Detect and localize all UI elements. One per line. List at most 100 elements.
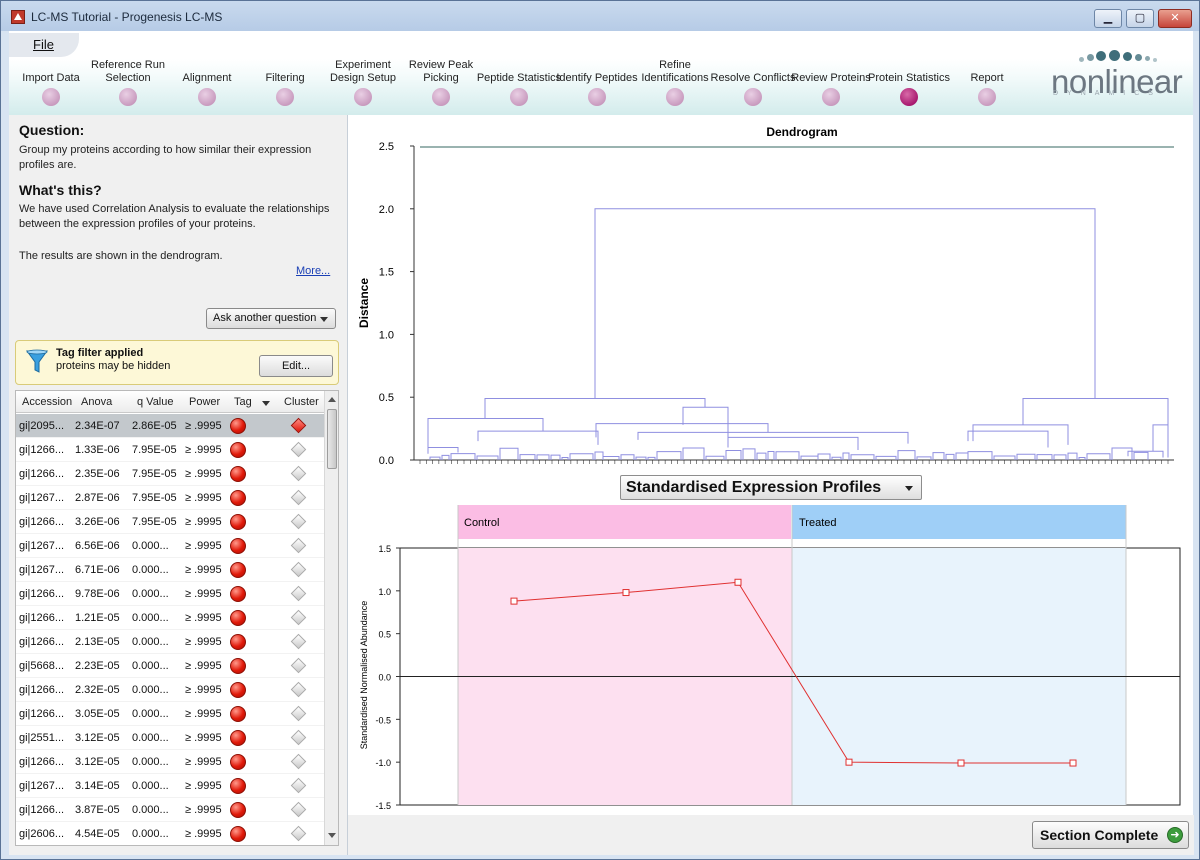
tag-red-icon[interactable] [230, 682, 246, 698]
workflow-step-dot-icon[interactable] [900, 88, 918, 106]
workflow-step[interactable]: Resolve Conflicts [708, 59, 798, 106]
minimize-button[interactable]: ▁ [1094, 9, 1122, 28]
cluster-diamond-icon[interactable] [290, 561, 307, 578]
workflow-step-dot-icon[interactable] [666, 88, 684, 106]
more-link[interactable]: More... [296, 265, 331, 277]
section-complete-button[interactable]: Section Complete ➜ [1032, 821, 1189, 849]
col-cluster[interactable]: Cluster [284, 396, 319, 408]
table-row[interactable]: gi|1266... 3.05E-05 0.000... ≥ .9995 [16, 702, 324, 726]
cluster-diamond-icon[interactable] [290, 417, 307, 434]
workflow-step[interactable]: Refine Identifications [630, 59, 720, 106]
cluster-diamond-icon[interactable] [290, 537, 307, 554]
tag-red-icon[interactable] [230, 466, 246, 482]
file-menu[interactable]: File [9, 33, 79, 57]
workflow-step[interactable]: Report [942, 59, 1032, 106]
col-power[interactable]: Power [189, 396, 221, 408]
table-row[interactable]: gi|1266... 2.32E-05 0.000... ≥ .9995 [16, 678, 324, 702]
workflow-step-dot-icon[interactable] [198, 88, 216, 106]
tag-sort-arrow-icon[interactable] [262, 401, 270, 406]
scroll-down-icon[interactable] [328, 833, 336, 838]
workflow-step-dot-icon[interactable] [119, 88, 137, 106]
tag-red-icon[interactable] [230, 826, 246, 842]
workflow-step-dot-icon[interactable] [822, 88, 840, 106]
cluster-diamond-icon[interactable] [290, 489, 307, 506]
workflow-step-dot-icon[interactable] [42, 88, 60, 106]
edit-tag-filter-button[interactable]: Edit... [259, 355, 333, 377]
scroll-thumb[interactable] [327, 409, 337, 469]
cluster-diamond-icon[interactable] [290, 585, 307, 602]
table-row[interactable]: gi|5668... 2.23E-05 0.000... ≥ .9995 [16, 654, 324, 678]
workflow-step[interactable]: Identify Peptides [552, 59, 642, 106]
cluster-diamond-icon[interactable] [290, 441, 307, 458]
tag-red-icon[interactable] [230, 514, 246, 530]
workflow-step[interactable]: Filtering [240, 59, 330, 106]
workflow-step-dot-icon[interactable] [588, 88, 606, 106]
tag-red-icon[interactable] [230, 538, 246, 554]
table-row[interactable]: gi|1266... 1.33E-06 7.95E-05 ≥ .9995 [16, 438, 324, 462]
table-row[interactable]: gi|1266... 2.35E-06 7.95E-05 ≥ .9995 [16, 462, 324, 486]
workflow-step[interactable]: Review Peak Picking [396, 59, 486, 106]
table-row[interactable]: gi|2606... 4.54E-05 0.000... ≥ .9995 [16, 822, 324, 845]
workflow-step-dot-icon[interactable] [744, 88, 762, 106]
table-row[interactable]: gi|1266... 1.21E-05 0.000... ≥ .9995 [16, 606, 324, 630]
table-row[interactable]: gi|1266... 3.26E-06 7.95E-05 ≥ .9995 [16, 510, 324, 534]
cluster-diamond-icon[interactable] [290, 705, 307, 722]
workflow-step-dot-icon[interactable] [432, 88, 450, 106]
tag-red-icon[interactable] [230, 730, 246, 746]
col-accession[interactable]: Accession [22, 396, 73, 408]
table-row[interactable]: gi|1266... 9.78E-06 0.000... ≥ .9995 [16, 582, 324, 606]
table-row[interactable]: gi|1267... 2.87E-06 7.95E-05 ≥ .9995 [16, 486, 324, 510]
table-row[interactable]: gi|1266... 3.87E-05 0.000... ≥ .9995 [16, 798, 324, 822]
table-row[interactable]: gi|1267... 6.71E-06 0.000... ≥ .9995 [16, 558, 324, 582]
cluster-diamond-icon[interactable] [290, 681, 307, 698]
workflow-step[interactable]: Import Data [6, 59, 96, 106]
cluster-diamond-icon[interactable] [290, 729, 307, 746]
cluster-diamond-icon[interactable] [290, 633, 307, 650]
table-row[interactable]: gi|2095... 2.34E-07 2.86E-05 ≥ .9995 [16, 414, 324, 438]
workflow-step[interactable]: Reference Run Selection [83, 59, 173, 106]
tag-red-icon[interactable] [230, 418, 246, 434]
cluster-diamond-icon[interactable] [290, 513, 307, 530]
tag-red-icon[interactable] [230, 490, 246, 506]
table-scrollbar[interactable] [324, 391, 338, 845]
tag-red-icon[interactable] [230, 754, 246, 770]
tag-red-icon[interactable] [230, 442, 246, 458]
table-row[interactable]: gi|1266... 2.13E-05 0.000... ≥ .9995 [16, 630, 324, 654]
close-button[interactable]: ✕ [1158, 9, 1192, 28]
workflow-step[interactable]: Protein Statistics [864, 59, 954, 106]
workflow-step-dot-icon[interactable] [978, 88, 996, 106]
col-qvalue[interactable]: q Value [137, 396, 174, 408]
cluster-diamond-icon[interactable] [290, 753, 307, 770]
table-row[interactable]: gi|2551... 3.12E-05 0.000... ≥ .9995 [16, 726, 324, 750]
cluster-diamond-icon[interactable] [290, 609, 307, 626]
profiles-dropdown[interactable]: Standardised Expression Profiles [620, 475, 922, 500]
cluster-diamond-icon[interactable] [290, 777, 307, 794]
tag-red-icon[interactable] [230, 802, 246, 818]
tag-red-icon[interactable] [230, 610, 246, 626]
maximize-button[interactable]: ▢ [1126, 9, 1154, 28]
table-row[interactable]: gi|1266... 3.12E-05 0.000... ≥ .9995 [16, 750, 324, 774]
tag-red-icon[interactable] [230, 706, 246, 722]
cluster-diamond-icon[interactable] [290, 465, 307, 482]
tag-red-icon[interactable] [230, 562, 246, 578]
col-anova[interactable]: Anova [81, 396, 113, 408]
workflow-step[interactable]: Peptide Statistics [474, 59, 564, 106]
ask-another-question-button[interactable]: Ask another question [206, 308, 336, 329]
cluster-diamond-icon[interactable] [290, 801, 307, 818]
workflow-step[interactable]: Experiment Design Setup [318, 59, 408, 106]
tag-red-icon[interactable] [230, 778, 246, 794]
tag-red-icon[interactable] [230, 634, 246, 650]
scroll-up-icon[interactable] [328, 397, 336, 402]
workflow-step[interactable]: Review Proteins [786, 59, 876, 106]
table-row[interactable]: gi|1267... 6.56E-06 0.000... ≥ .9995 [16, 534, 324, 558]
workflow-step-dot-icon[interactable] [276, 88, 294, 106]
table-row[interactable]: gi|1267... 3.14E-05 0.000... ≥ .9995 [16, 774, 324, 798]
cluster-diamond-icon[interactable] [290, 657, 307, 674]
workflow-step-dot-icon[interactable] [510, 88, 528, 106]
col-tag[interactable]: Tag [234, 396, 252, 408]
cluster-diamond-icon[interactable] [290, 825, 307, 842]
workflow-step-dot-icon[interactable] [354, 88, 372, 106]
workflow-step[interactable]: Alignment [162, 59, 252, 106]
title-bar[interactable]: LC-MS Tutorial - Progenesis LC-MS ▁ ▢ ✕ [1, 1, 1199, 31]
tag-red-icon[interactable] [230, 586, 246, 602]
